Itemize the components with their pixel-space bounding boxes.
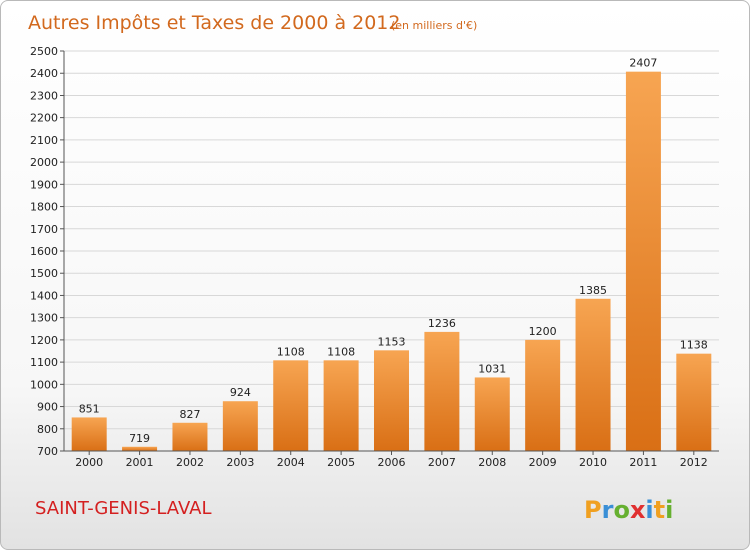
bar-2010 — [575, 298, 611, 451]
bars: 851 719 827 924 1108 1108 1153 1236 1031 1200 1385… — [71, 57, 712, 452]
bar-2005 — [323, 360, 359, 451]
y-tick-label: 1700 — [30, 223, 58, 236]
data-label-2003: 924 — [230, 386, 251, 399]
bar-2011 — [625, 71, 661, 452]
city-name: SAINT-GENIS-LAVAL — [35, 498, 211, 519]
bar-2006 — [374, 350, 409, 451]
y-tick-label: 700 — [37, 445, 58, 458]
y-tick-label: 2500 — [30, 45, 58, 58]
data-label-2001: 719 — [129, 432, 150, 445]
data-label-2010: 1385 — [579, 284, 607, 297]
x-tick-label: 2005 — [327, 456, 355, 469]
bar-2000 — [71, 417, 107, 451]
y-tick-label: 1400 — [30, 289, 58, 302]
x-tick-label: 2007 — [428, 456, 456, 469]
proxiti-logo: Proxiti — [584, 496, 673, 524]
y-tick-label: 2100 — [30, 134, 58, 147]
y-tick-label: 1000 — [30, 378, 58, 391]
bar-2003 — [222, 401, 258, 451]
data-label-2011: 2407 — [629, 57, 657, 70]
data-label-2007: 1236 — [428, 317, 456, 330]
bar-2012 — [676, 353, 712, 451]
data-label-2000: 851 — [79, 402, 100, 415]
data-label-2005: 1108 — [327, 345, 355, 358]
gridlines — [64, 50, 719, 452]
x-tick-label: 2000 — [75, 456, 103, 469]
y-tick-label: 900 — [37, 401, 58, 414]
x-tick-label: 2010 — [579, 456, 607, 469]
y-axis: 700 800 900 1000 1100 1200 1300 1400 1500 1600 170… — [30, 45, 65, 458]
data-label-2004: 1108 — [277, 345, 305, 358]
x-tick-label: 2008 — [478, 456, 506, 469]
y-tick-label: 1100 — [30, 356, 58, 369]
data-label-2002: 827 — [179, 408, 200, 421]
bar-2004 — [273, 360, 309, 451]
y-tick-label: 1800 — [30, 201, 58, 214]
bar-2007 — [424, 331, 460, 451]
y-tick-label: 2000 — [30, 156, 58, 169]
data-label-2008: 1031 — [478, 362, 506, 375]
chart-title: Autres Impôts et Taxes de 2000 à 2012 — [28, 12, 401, 34]
y-tick-label: 1900 — [30, 178, 58, 191]
data-label-2006: 1153 — [378, 335, 406, 348]
y-tick-label: 2300 — [30, 89, 58, 102]
x-tick-label: 2011 — [629, 456, 657, 469]
y-tick-label: 1600 — [30, 245, 58, 258]
x-tick-label: 2003 — [226, 456, 254, 469]
y-tick-label: 1200 — [30, 334, 58, 347]
x-tick-label: 2004 — [277, 456, 305, 469]
x-tick-label: 2012 — [680, 456, 708, 469]
x-tick-label: 2009 — [529, 456, 557, 469]
bar-2001 — [122, 446, 158, 451]
data-label-2012: 1138 — [680, 339, 708, 352]
x-tick-label: 2001 — [126, 456, 154, 469]
y-tick-label: 2200 — [30, 112, 58, 125]
y-tick-label: 1500 — [30, 267, 58, 280]
bar-2009 — [525, 339, 561, 451]
chart-subtitle: (en milliers d'€) — [391, 19, 477, 32]
data-label-2009: 1200 — [529, 325, 557, 338]
x-tick-label: 2006 — [378, 456, 406, 469]
bar-2002 — [172, 422, 208, 451]
y-tick-label: 1300 — [30, 312, 58, 325]
y-tick-label: 2400 — [30, 67, 58, 80]
y-tick-label: 800 — [37, 423, 58, 436]
bar-2008 — [474, 377, 510, 451]
x-tick-label: 2002 — [176, 456, 204, 469]
x-axis: 2000 2001 2002 2003 2004 2005 2006 2007 2008 2009… — [64, 450, 719, 469]
